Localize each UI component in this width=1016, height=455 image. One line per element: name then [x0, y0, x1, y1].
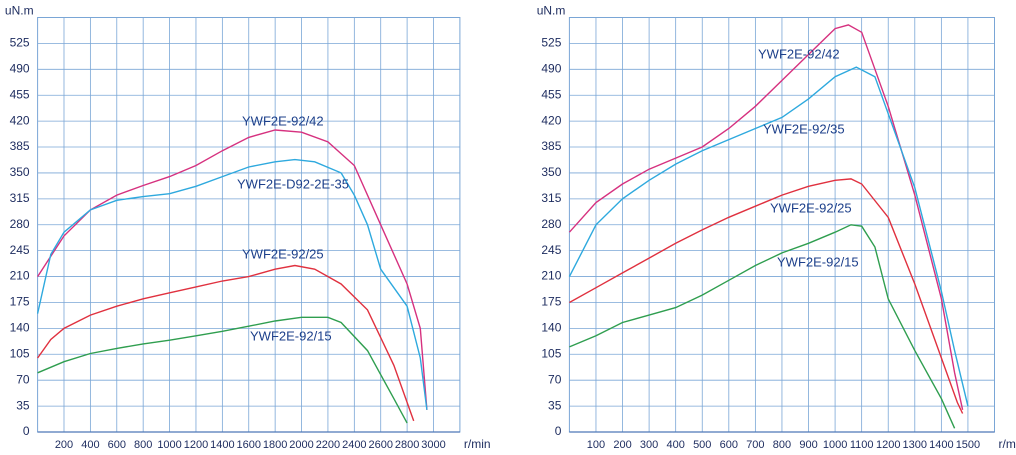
- x-tick-label: 800: [134, 439, 152, 451]
- y-axis-label: uN.m: [5, 4, 34, 18]
- x-tick-label: 3000: [421, 439, 445, 451]
- x-tick-label: 500: [693, 439, 711, 451]
- series-line: [568, 66, 969, 407]
- y-tick-label: 210: [10, 269, 30, 283]
- y-tick-label: 350: [10, 165, 30, 179]
- y-tick-label: 175: [541, 295, 561, 309]
- y-tick-label: 350: [541, 165, 561, 179]
- y-tick-label: 420: [541, 113, 561, 127]
- y-tick-label: 35: [548, 398, 562, 412]
- x-tick-label: 400: [81, 439, 99, 451]
- y-axis-label: uN.m: [537, 4, 566, 18]
- x-tick-label: 1800: [263, 439, 287, 451]
- series-line: [37, 264, 415, 422]
- y-tick-label: 105: [10, 346, 30, 360]
- x-tick-label: 1000: [157, 439, 181, 451]
- series-label: YWF2E-92/42: [758, 46, 840, 61]
- x-tick-label: 1300: [903, 439, 927, 451]
- y-tick-label: 525: [10, 36, 30, 50]
- x-tick-label: 900: [799, 439, 817, 451]
- x-tick-label: 700: [746, 439, 764, 451]
- series-label: YWF2E-92/15: [777, 254, 859, 269]
- y-tick-label: 455: [10, 87, 30, 101]
- x-tick-label: 600: [108, 439, 126, 451]
- x-tick-label: 800: [773, 439, 791, 451]
- series-label: YWF2E-92/42: [242, 113, 324, 128]
- x-tick-label: 1400: [210, 439, 234, 451]
- series-label: YWF2E-92/35: [763, 121, 845, 136]
- x-tick-label: 1100: [850, 439, 874, 451]
- y-tick-label: 315: [541, 191, 561, 205]
- y-tick-label: 385: [541, 139, 561, 153]
- x-axis-label: r/min: [464, 437, 491, 451]
- y-tick-label: 105: [541, 346, 561, 360]
- series-line: [568, 24, 964, 410]
- y-tick-label: 0: [23, 424, 30, 438]
- y-tick-label: 280: [541, 217, 561, 231]
- y-tick-label: 140: [541, 321, 561, 335]
- x-tick-label: 1000: [823, 439, 847, 451]
- series-line: [37, 316, 408, 424]
- x-tick-label: 100: [587, 439, 605, 451]
- y-tick-label: 490: [541, 61, 561, 75]
- x-tick-label: 1200: [184, 439, 208, 451]
- y-tick-label: 315: [10, 191, 30, 205]
- x-tick-label: 2000: [289, 439, 313, 451]
- x-tick-label: 200: [613, 439, 631, 451]
- y-tick-label: 245: [10, 243, 30, 257]
- series-line: [37, 129, 428, 410]
- x-tick-label: 1600: [237, 439, 261, 451]
- y-tick-label: 525: [541, 36, 561, 50]
- x-axis-label: r/min: [999, 437, 1016, 451]
- x-tick-label: 200: [55, 439, 73, 451]
- series-label: YWF2E-D92-2E-35: [237, 176, 349, 191]
- x-tick-label: 2200: [316, 439, 340, 451]
- x-tick-label: 2800: [395, 439, 419, 451]
- x-tick-label: 1400: [929, 439, 953, 451]
- y-tick-label: 280: [10, 217, 30, 231]
- x-tick-label: 1200: [876, 439, 900, 451]
- y-tick-label: 140: [10, 321, 30, 335]
- x-tick-label: 2400: [342, 439, 366, 451]
- series-label: YWF2E-92/25: [242, 246, 324, 261]
- y-tick-label: 245: [541, 243, 561, 257]
- y-tick-label: 70: [16, 372, 30, 386]
- y-tick-label: 35: [16, 398, 30, 412]
- y-tick-label: 175: [10, 295, 30, 309]
- x-tick-label: 1500: [956, 439, 980, 451]
- series-line: [569, 224, 956, 429]
- y-tick-label: 210: [541, 269, 561, 283]
- y-tick-label: 490: [10, 61, 30, 75]
- y-tick-label: 420: [10, 113, 30, 127]
- y-tick-label: 70: [548, 372, 562, 386]
- series-line: [36, 158, 428, 410]
- x-tick-label: 2600: [368, 439, 392, 451]
- series-label: YWF2E-92/15: [250, 328, 332, 343]
- x-tick-label: 600: [720, 439, 738, 451]
- y-tick-label: 455: [541, 87, 561, 101]
- series-line: [569, 178, 964, 414]
- y-tick-label: 0: [555, 424, 562, 438]
- x-tick-label: 300: [640, 439, 658, 451]
- y-tick-label: 385: [10, 139, 30, 153]
- series-label: YWF2E-92/25: [770, 200, 852, 215]
- x-tick-label: 400: [666, 439, 684, 451]
